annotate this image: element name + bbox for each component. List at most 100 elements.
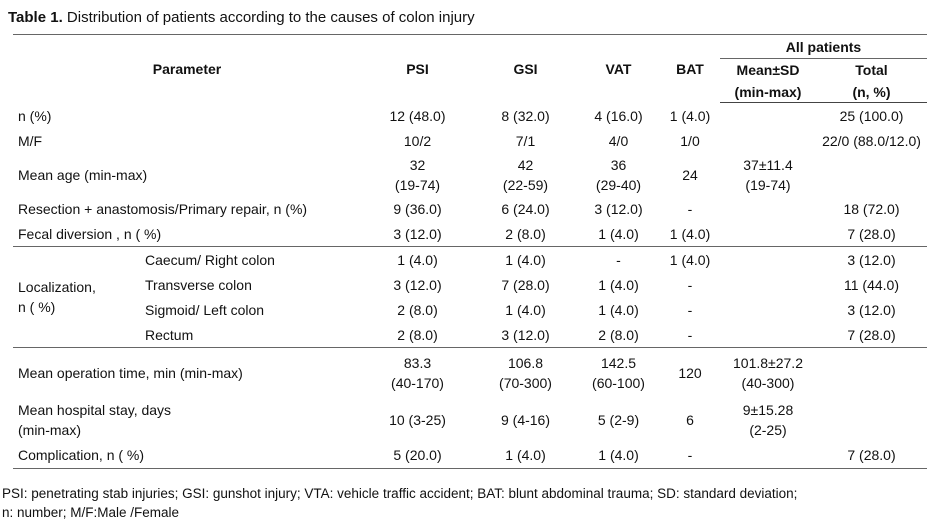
footnote-line-2: n: number; M/F:Male /Female [2, 505, 180, 520]
header-psi: PSI [361, 34, 474, 103]
cell-gsi: 42 (22-59) [502, 157, 549, 193]
cell-total: 7 (28.0) [847, 225, 896, 242]
cell-vat: - [577, 246, 660, 273]
cell-vat: 1 (4.0) [577, 441, 660, 469]
cell-total [816, 154, 927, 197]
table-row: Mean operation time, min (min-max) 83.3(… [13, 347, 927, 398]
cell-total: 3 (12.0) [847, 302, 896, 318]
cell-total: 22/0 (88.0/12.0) [822, 133, 921, 149]
cell-psi: 32 (19-74) [394, 157, 441, 193]
header-row-3: (min-max) (n, %) [13, 81, 927, 103]
cell-mean: 9±15.28 (2-25) [742, 401, 794, 438]
cell-vat: 4/0 [608, 133, 629, 149]
table-row: Localization, n ( %) Caecum/ Right colon … [13, 246, 927, 348]
cell-vat: 1 (4.0) [598, 225, 639, 242]
cell-vat: 36 (29-40) [595, 157, 642, 193]
table-caption-label: Table 1. [8, 9, 63, 26]
cell-vat: 142.5 (60-100) [577, 347, 660, 398]
table-row: Rectum 2 (8.0) 3 (12.0) 2 (8.0) - 7 (28.… [13, 323, 927, 348]
cell-bat: - [687, 201, 693, 217]
cell-psi: 12 (48.0) [389, 107, 446, 124]
cell-vat: 3 (12.0) [594, 201, 643, 217]
header-mean-minmax: (min-max) [720, 81, 816, 103]
row-label: Complication, n ( %) [13, 441, 361, 469]
cell-vat: 4 (16.0) [594, 107, 643, 124]
row-label: M/F [18, 133, 43, 149]
cell-psi: 10/2 [403, 133, 432, 149]
cell-vat: 2 (8.0) [598, 326, 639, 343]
header-total-n: (n, %) [816, 81, 927, 103]
cell-mean [720, 129, 816, 154]
table-footnote: PSI: penetrating stab injuries; GSI: gun… [2, 484, 938, 522]
table-row: Sigmoid/ Left colon 2 (8.0) 1 (4.0) 1 (4… [13, 298, 927, 323]
localization-item-label: Transverse colon [145, 277, 252, 293]
table-row: Fecal diversion , n ( %) 3 (12.0) 2 (8.0… [13, 222, 927, 247]
footnote-line-1: PSI: penetrating stab injuries; GSI: gun… [2, 486, 798, 501]
cell-mean: 37±11.4 (19-74) [743, 157, 793, 193]
cell-gsi: 1 (4.0) [474, 441, 577, 469]
cell-vat: 1 (4.0) [598, 302, 639, 318]
cell-vat: 1 (4.0) [598, 277, 639, 293]
cell-psi: 10 (3-25) [389, 411, 446, 428]
patients-table: Parameter PSI GSI VAT BAT All patients M… [13, 34, 927, 469]
localization-item-label: Rectum [145, 326, 194, 343]
cell-bat: - [687, 277, 693, 293]
cell-psi: 1 (4.0) [361, 246, 474, 273]
header-bat: BAT [660, 34, 720, 103]
cell-gsi: 7/1 [515, 133, 536, 149]
cell-total: 3 (12.0) [816, 246, 927, 273]
cell-psi: 3 (12.0) [393, 277, 442, 293]
row-label: Mean hospital stay, days (min-max) [18, 401, 172, 438]
cell-bat: 1 (4.0) [669, 107, 711, 124]
cell-bat: 1 (4.0) [669, 225, 711, 242]
row-label: Mean operation time, min (min-max) [13, 347, 361, 398]
header-vat: VAT [577, 34, 660, 103]
cell-bat: 1/0 [680, 133, 700, 149]
cell-psi: 3 (12.0) [393, 225, 442, 242]
table-row: M/F 10/2 7/1 4/0 1/0 22/0 (88.0/12.0) [13, 129, 927, 154]
table-row: Mean age (min-max) 32 (19-74) 42 (22-59) 3… [13, 154, 927, 197]
cell-gsi: 9 (4-16) [500, 411, 551, 428]
cell-gsi: 106.8 (70-300) [474, 347, 577, 398]
localization-item-label: Sigmoid/ Left colon [145, 302, 265, 318]
cell-bat: 120 [660, 347, 720, 398]
cell-gsi: 3 (12.0) [501, 326, 550, 343]
cell-psi: 5 (20.0) [361, 441, 474, 469]
cell-total: 18 (72.0) [843, 201, 900, 217]
cell-mean [720, 246, 816, 273]
cell-gsi: 1 (4.0) [474, 246, 577, 273]
cell-gsi: 8 (32.0) [501, 107, 550, 124]
cell-mean [720, 197, 816, 222]
cell-psi: 2 (8.0) [397, 302, 438, 318]
cell-total: 7 (28.0) [816, 441, 927, 469]
cell-total: 11 (44.0) [844, 277, 899, 293]
cell-psi: 2 (8.0) [397, 326, 438, 343]
table-caption-text: Distribution of patients according to th… [66, 9, 475, 26]
cell-mean: 101.8±27.2 (40-300) [720, 347, 816, 398]
cell-mean [720, 441, 816, 469]
header-row-2: Mean±SD Total [13, 59, 927, 82]
table-caption: Table 1. Distribution of patients accord… [8, 9, 475, 27]
cell-psi: 9 (36.0) [393, 201, 442, 217]
cell-total [816, 347, 927, 398]
cell-vat: 5 (2-9) [597, 411, 640, 428]
row-label: Fecal diversion , n ( %) [18, 225, 162, 242]
header-total: Total [855, 62, 888, 79]
cell-gsi: 6 (24.0) [501, 201, 550, 217]
cell-bat: 1 (4.0) [660, 246, 720, 273]
cell-bat: 24 [682, 167, 698, 183]
row-label: Resection + anastomosis/Primary repair, … [18, 201, 308, 217]
cell-total [816, 398, 927, 442]
localization-label: Localization, n ( %) [13, 246, 133, 348]
cell-gsi: 1 (4.0) [505, 302, 546, 318]
cell-total: 7 (28.0) [847, 326, 896, 343]
header-mean-sd: Mean±SD [736, 62, 800, 79]
cell-mean [720, 222, 816, 247]
header-all-patients: All patients [720, 34, 927, 59]
cell-mean [720, 323, 816, 348]
cell-mean [720, 103, 816, 129]
cell-psi: 83.3 (40-170) [361, 347, 474, 398]
row-label: n (%) [18, 107, 52, 124]
cell-bat: - [687, 326, 693, 343]
